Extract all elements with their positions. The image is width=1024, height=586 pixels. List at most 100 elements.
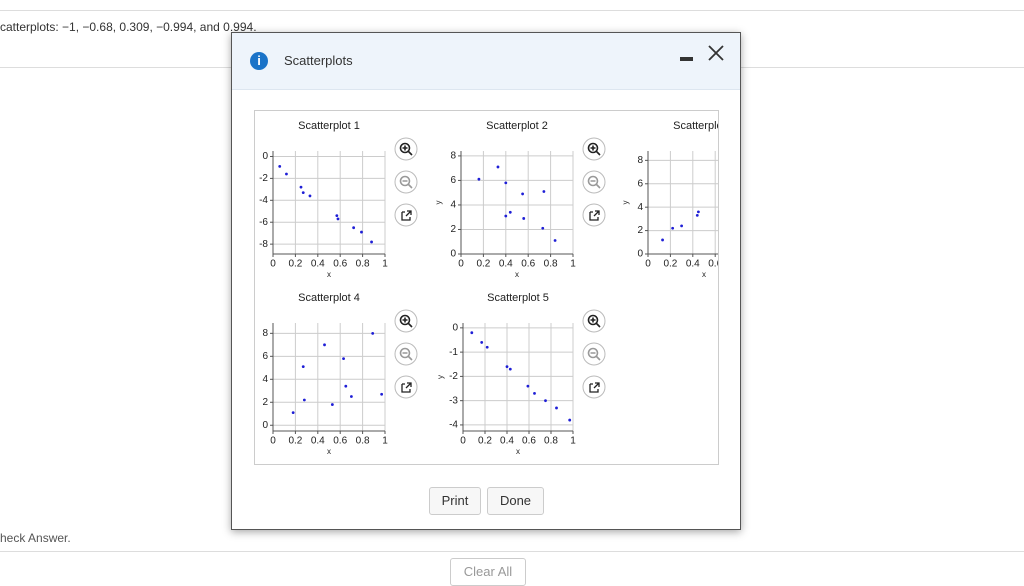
zoom-in-button[interactable] bbox=[582, 137, 606, 161]
y-tick-label: 4 bbox=[637, 202, 643, 213]
x-tick-label: 0.6 bbox=[333, 259, 347, 270]
icon-ring bbox=[582, 309, 606, 333]
icon-glyph bbox=[590, 317, 601, 328]
done-button[interactable]: Done bbox=[487, 487, 544, 515]
point bbox=[505, 365, 509, 369]
point bbox=[553, 239, 557, 242]
x-tick-label: 0.2 bbox=[476, 259, 490, 270]
icon-ring bbox=[582, 342, 606, 366]
point bbox=[291, 411, 295, 415]
point bbox=[533, 391, 536, 395]
icon-glyph bbox=[399, 314, 411, 326]
y-tick-label: -8 bbox=[259, 239, 268, 250]
icon-glyph bbox=[587, 314, 599, 326]
dialog-title: Scatterplots bbox=[284, 53, 353, 68]
x-tick-label: 0.8 bbox=[356, 436, 370, 447]
y-tick-label: -4 bbox=[259, 195, 268, 206]
point bbox=[504, 214, 508, 218]
y-tick-label: 0 bbox=[637, 249, 643, 260]
point bbox=[336, 217, 340, 221]
icon-ring bbox=[394, 375, 418, 399]
point bbox=[330, 403, 334, 406]
icon-glyph bbox=[402, 352, 413, 361]
y-axis-label: y bbox=[621, 201, 630, 205]
icon-glyph bbox=[590, 145, 601, 156]
icon-ring bbox=[394, 342, 418, 366]
dialog-header: i Scatterplots bbox=[232, 33, 740, 90]
popout-button[interactable] bbox=[394, 203, 418, 227]
y-tick-label: 2 bbox=[637, 225, 643, 236]
y-tick-label: 2 bbox=[450, 224, 456, 235]
point bbox=[542, 190, 546, 193]
y-tick-label: 0 bbox=[262, 420, 268, 431]
x-tick-label: 1 bbox=[382, 259, 388, 270]
popout-button[interactable] bbox=[394, 375, 418, 399]
popout-button[interactable] bbox=[582, 375, 606, 399]
y-tick-label: 8 bbox=[450, 151, 456, 162]
icon-ring bbox=[394, 170, 418, 194]
point bbox=[671, 226, 675, 230]
zoom-out-button[interactable] bbox=[394, 170, 418, 194]
y-tick-label: -4 bbox=[449, 420, 458, 431]
popout-button[interactable] bbox=[582, 203, 606, 227]
y-tick-label: 0 bbox=[452, 322, 458, 333]
icon-glyph bbox=[587, 347, 599, 359]
x-tick-label: 0.2 bbox=[288, 259, 302, 270]
point bbox=[508, 210, 512, 214]
point bbox=[521, 192, 524, 196]
x-tick-label: 0.8 bbox=[544, 436, 558, 447]
zoom-in-button[interactable] bbox=[394, 309, 418, 333]
charts-panel: Scatterplot 1 0 0.2 0.4 0.6 0.8 1 0 -2 -4 -6 -8 x Sca… bbox=[254, 110, 719, 465]
zoom-out-button[interactable] bbox=[582, 170, 606, 194]
point bbox=[555, 406, 558, 410]
x-tick-label: 0.2 bbox=[663, 259, 677, 270]
print-button[interactable]: Print bbox=[429, 487, 481, 515]
icon-glyph bbox=[399, 347, 411, 359]
close-button[interactable] bbox=[706, 43, 726, 63]
clear-all-button[interactable]: Clear All bbox=[450, 558, 526, 586]
x-axis-label: x bbox=[327, 447, 331, 456]
point bbox=[568, 418, 572, 422]
x-axis-label: x bbox=[327, 270, 331, 279]
zoom-out-button[interactable] bbox=[582, 342, 606, 366]
y-tick-label: -2 bbox=[259, 173, 268, 184]
dialog: i Scatterplots Scatterplot 1 0 0.2 0.4 0.6 0.… bbox=[231, 32, 741, 530]
icon-ring bbox=[394, 137, 418, 161]
point bbox=[508, 367, 512, 371]
x-tick-label: 0 bbox=[270, 259, 276, 270]
point bbox=[544, 399, 547, 403]
point bbox=[344, 384, 348, 388]
y-tick-label: -1 bbox=[449, 347, 458, 358]
x-tick-label: 0.2 bbox=[478, 436, 492, 447]
point bbox=[299, 185, 303, 189]
svg-text:i: i bbox=[257, 53, 261, 68]
chart-title: Scatterplot 1 bbox=[298, 120, 360, 132]
zoom-out-button[interactable] bbox=[394, 342, 418, 366]
x-tick-label: 1 bbox=[570, 259, 576, 270]
x-tick-label: 0.4 bbox=[500, 436, 514, 447]
x-tick-label: 0.6 bbox=[522, 436, 536, 447]
x-tick-label: 0.4 bbox=[311, 436, 325, 447]
point bbox=[680, 224, 683, 228]
icon-glyph bbox=[401, 210, 412, 221]
x-tick-label: 0.4 bbox=[686, 259, 700, 270]
chart-title: Scatterplot 4 bbox=[298, 292, 360, 304]
y-tick-label: -2 bbox=[449, 371, 458, 382]
point bbox=[661, 238, 664, 242]
point bbox=[470, 331, 474, 335]
zoom-in-button[interactable] bbox=[582, 309, 606, 333]
y-tick-label: 4 bbox=[450, 200, 456, 211]
x-axis-label: x bbox=[516, 447, 520, 456]
point bbox=[370, 240, 373, 244]
zoom-in-button[interactable] bbox=[394, 137, 418, 161]
icon-glyph bbox=[401, 382, 412, 393]
x-axis-label: x bbox=[515, 270, 519, 279]
minimize-button[interactable] bbox=[678, 49, 698, 69]
point bbox=[342, 357, 345, 361]
y-tick-label: 0 bbox=[450, 249, 456, 260]
point bbox=[278, 164, 282, 168]
point bbox=[541, 226, 545, 230]
point bbox=[496, 165, 500, 169]
x-tick-label: 0.6 bbox=[333, 436, 347, 447]
point bbox=[371, 331, 375, 335]
